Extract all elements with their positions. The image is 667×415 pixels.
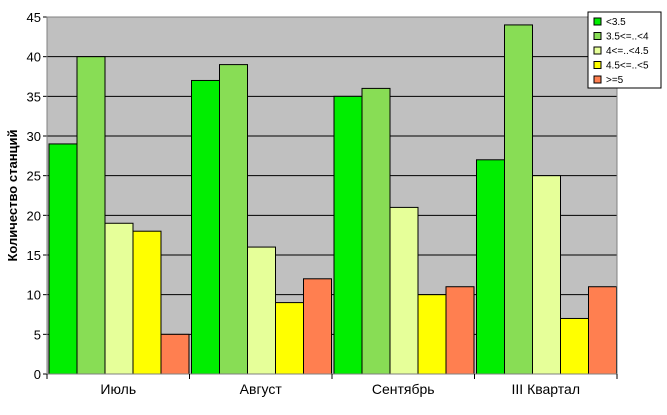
legend-swatch bbox=[593, 17, 602, 26]
y-tick-label: 5 bbox=[34, 327, 41, 342]
x-tick-label: Сентябрь bbox=[372, 381, 435, 397]
bar bbox=[333, 95, 363, 375]
y-tick-label: 30 bbox=[27, 129, 41, 144]
y-axis-label: Количество станций bbox=[5, 129, 20, 261]
bar bbox=[247, 246, 276, 375]
bar bbox=[191, 79, 220, 375]
bar bbox=[361, 87, 391, 375]
legend-swatch bbox=[593, 75, 602, 84]
y-axis-ticks: 0 5 10 15 20 25 30 35 40 45 bbox=[27, 10, 47, 382]
y-tick-label: 35 bbox=[27, 89, 41, 104]
legend: <3.5 3.5<=..<4 4<=..<4.5 4.5<=..<5 >=5 bbox=[587, 11, 662, 89]
y-tick-label: 40 bbox=[27, 50, 41, 65]
legend-swatch bbox=[593, 32, 602, 40]
x-tick-label: Август bbox=[240, 381, 283, 397]
x-tick-label: Июль bbox=[100, 381, 136, 397]
bar bbox=[532, 175, 561, 375]
legend-entry: 4<=..<4.5 bbox=[606, 46, 649, 57]
y-tick-label: 25 bbox=[27, 169, 41, 184]
bar bbox=[445, 286, 475, 375]
y-tick-label: 45 bbox=[27, 10, 41, 25]
legend-entry: 3.5<=..<4 bbox=[606, 32, 649, 43]
y-tick-label: 20 bbox=[27, 208, 41, 223]
bar bbox=[389, 206, 419, 375]
legend-entry: >=5 bbox=[606, 75, 624, 86]
bar bbox=[417, 294, 447, 375]
bar bbox=[160, 333, 190, 375]
y-tick-label: 15 bbox=[27, 248, 41, 263]
legend-swatch bbox=[593, 46, 602, 55]
legend-entry: 4.5<=..<5 bbox=[606, 61, 649, 72]
legend-entry: <3.5 bbox=[606, 17, 626, 28]
bar bbox=[588, 286, 617, 375]
bar bbox=[504, 24, 533, 375]
bar bbox=[275, 302, 304, 375]
bar bbox=[132, 230, 162, 375]
bar bbox=[476, 159, 505, 375]
bars bbox=[48, 24, 617, 375]
x-tick-label: III Квартал bbox=[512, 381, 580, 397]
legend-swatch bbox=[593, 61, 602, 69]
bar bbox=[219, 64, 248, 375]
bar bbox=[48, 143, 78, 375]
bar bbox=[76, 56, 106, 375]
bar bbox=[303, 278, 332, 375]
bar bbox=[104, 222, 134, 375]
bar bbox=[560, 317, 589, 375]
y-tick-label: 0 bbox=[34, 367, 41, 382]
x-axis-ticks: Июль Август Сентябрь III Квартал bbox=[46, 374, 618, 397]
y-tick-label: 10 bbox=[27, 288, 41, 303]
